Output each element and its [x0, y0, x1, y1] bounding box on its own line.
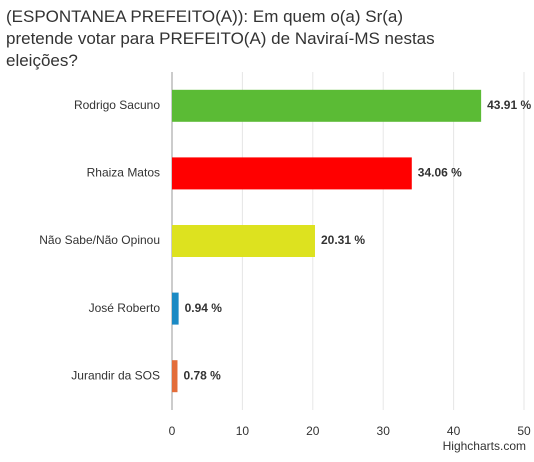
bar	[172, 89, 482, 122]
x-tick-label: 20	[306, 424, 320, 438]
x-tick-label: 50	[517, 424, 531, 438]
x-tick-label: 30	[377, 424, 391, 438]
y-tick-label: José Roberto	[89, 301, 161, 315]
bar	[172, 292, 179, 325]
data-label: 0.78 %	[183, 368, 221, 382]
chart-title: (ESPONTANEA PREFEITO(A)): Em quem o(a) S…	[6, 7, 435, 70]
x-tick-label: 40	[447, 424, 461, 438]
credits: Highcharts.com	[443, 439, 526, 453]
data-label: 34.06 %	[418, 166, 462, 180]
bar	[172, 360, 178, 393]
y-tick-label: Não Sabe/Não Opinou	[39, 233, 160, 247]
x-tick-label: 10	[236, 424, 250, 438]
data-label: 43.91 %	[487, 98, 531, 112]
bar	[172, 225, 315, 257]
x-tick-label: 0	[169, 424, 176, 438]
y-tick-label: Rhaiza Matos	[87, 166, 160, 180]
data-label: 0.94 %	[185, 301, 223, 315]
data-label: 20.31 %	[321, 233, 365, 247]
bar	[172, 157, 412, 190]
y-tick-label: Jurandir da SOS	[71, 368, 160, 382]
y-tick-label: Rodrigo Sacuno	[74, 98, 160, 112]
